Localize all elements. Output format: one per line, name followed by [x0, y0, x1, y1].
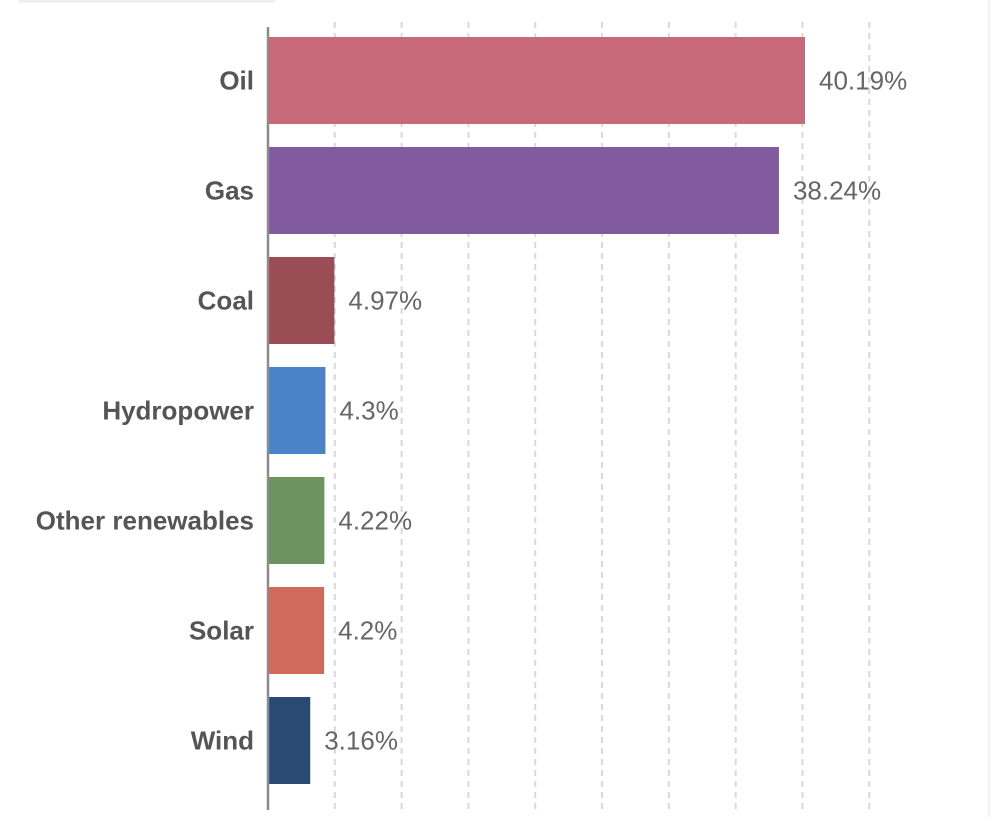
bars [268, 37, 805, 784]
category-label: Gas [205, 176, 254, 206]
bar-coal [268, 257, 335, 344]
value-label: 4.3% [339, 396, 398, 426]
value-label: 40.19% [819, 66, 907, 96]
panel-right-edge [988, 0, 990, 817]
category-label: Other renewables [36, 506, 254, 536]
category-label: Wind [191, 726, 254, 756]
value-label: 4.22% [338, 506, 412, 536]
category-label: Hydropower [102, 396, 254, 426]
value-labels: 40.19% 38.24% 4.97% 4.3% 4.22% 4.2% 3.16% [324, 66, 907, 756]
value-label: 4.2% [338, 616, 397, 646]
bar-oil [268, 37, 805, 124]
bar-wind [268, 697, 311, 784]
header-tab-edge [18, 0, 276, 3]
bar-gas [268, 147, 779, 234]
grid-lines [333, 22, 871, 810]
value-label: 3.16% [324, 726, 398, 756]
bar-solar [268, 587, 325, 674]
category-label: Coal [198, 286, 254, 316]
value-label: 38.24% [793, 176, 881, 206]
category-label: Oil [219, 66, 254, 96]
bar-hydropower [268, 367, 326, 454]
value-label: 4.97% [348, 286, 422, 316]
bar-other-renewables [268, 477, 325, 564]
category-labels: Oil Gas Coal Hydropower Other renewables Sola… [36, 66, 254, 756]
category-label: Solar [189, 616, 254, 646]
